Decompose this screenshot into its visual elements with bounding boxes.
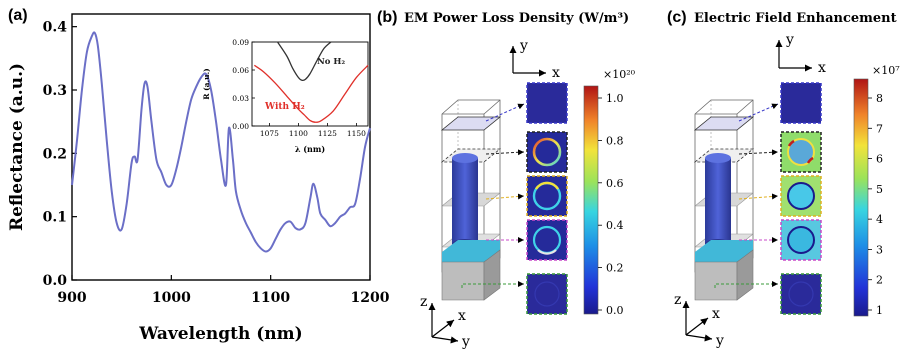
colorbar-gradient [853,78,869,317]
y-axis-letter: y [715,333,724,349]
colorbar-tick-label: 7 [876,122,883,135]
colorbar-b-ticks: 1.0 0.8 0.6 0.4 0.2 0.0 [598,92,624,317]
panel-b-title: EM Power Loss Density (W/m³) [404,11,629,26]
colorbar-tick-label: 1.0 [606,92,624,105]
nanostructure-3d-model [693,99,755,301]
colorbar-tick-label: 6 [876,153,883,166]
inset-frame [251,41,369,127]
colorbar-tick-label: 0.8 [606,134,624,147]
y-tick-label: 0.3 [43,83,67,99]
z-axis-letter: z [674,292,681,308]
z-axis-letter: z [420,294,427,310]
x-tick-label: 1200 [351,290,390,306]
field-map-slice [526,273,568,315]
plot-frame [71,13,371,281]
inset-y-tick-label: 0.09 [232,38,249,47]
panel-c: (c) Electric Field Enhancement y x [667,9,900,349]
field-map-slice [780,273,822,315]
panel-b: (b) EM Power Loss Density (W/m³) y x [377,9,636,350]
inset-x-tick-label: 1100 [289,129,308,138]
field-map-slices [780,82,822,315]
x-tick-label: 900 [57,290,86,306]
colorbar-tick-label: 2 [876,274,883,287]
y-tick-label: 0.1 [43,210,67,226]
x-axis-letter: x [552,65,560,81]
no-h2-series-line [276,41,332,82]
inset-x-tick-label: 1125 [318,129,337,138]
colorbar-gradient [583,85,599,315]
y-tick-label: 0.2 [43,146,67,162]
inset-plot: 0.00 0.03 0.06 0.09 1075 1100 1125 1150 R (a.u… [202,38,369,154]
inset-x-tick-label: 1150 [347,129,366,138]
reflectance-series-line [71,31,371,253]
y-axis-letter: y [785,32,794,48]
colorbar-tick-label: 4 [876,213,883,226]
x-tick-label: 1000 [152,290,191,306]
y-axis-letter: y [461,334,470,350]
y-axis-label: Reflectance (a.u.) [7,63,27,231]
colorbar-tick-label: 0.0 [606,304,624,317]
colorbar-c-exponent: ×10⁷ [872,64,900,77]
colorbar-tick-label: 0.2 [606,262,624,275]
slice-connectors [461,103,525,288]
colorbar-tick-label: 0.4 [606,219,624,232]
xy-axes-indicator: y x [775,32,826,76]
colorbar-c-ticks: 8 7 6 5 4 3 2 1 [868,92,883,317]
inset-y-axis: 0.00 0.03 0.06 0.09 [232,38,255,131]
inset-y-label: R (a.u.) [202,68,211,99]
colorbar-tick-label: 3 [876,243,883,256]
x-axis: 900 1000 1100 1200 [57,275,390,306]
panel-a-label: (a) [8,7,28,24]
colorbar-tick-label: 1 [876,304,883,317]
colorbar-c: 8 7 6 5 4 3 2 1 ×10⁷ [853,64,900,317]
x-axis-letter: x [818,60,826,76]
y-tick-label: 0.4 [43,20,68,36]
with-h2-label: With H₂ [264,102,305,112]
panel-c-title: Electric Field Enhancement [694,11,897,26]
x-tick-label: 1100 [251,290,290,306]
field-map-slices [526,82,568,315]
inset-y-tick-label: 0.03 [232,94,249,103]
xyz-axes-indicator: z x y [674,292,724,349]
y-axis-letter: y [519,38,528,54]
colorbar-tick-label: 5 [876,183,883,196]
panel-b-label: (b) [377,9,397,26]
no-h2-label: No H₂ [317,57,345,67]
colorbar-tick-label: 8 [876,92,883,105]
xyz-axes-indicator: z x y [420,294,470,350]
colorbar-b: 1.0 0.8 0.6 0.4 0.2 0.0 ×10²⁰ [583,68,636,317]
x-axis-label: Wavelength (nm) [138,324,302,344]
inset-y-tick-label: 0.06 [232,66,249,75]
field-map-slice [526,82,568,124]
colorbar-b-exponent: ×10²⁰ [603,68,636,81]
panel-c-label: (c) [667,9,687,26]
with-h2-series-line [253,64,369,123]
field-map-slice [780,82,822,124]
colorbar-tick-label: 0.6 [606,177,624,190]
inset-x-label: λ (nm) [295,144,325,154]
x-axis-letter: x [712,306,720,322]
x-axis-letter: x [458,308,466,324]
y-axis: 0.0 0.1 0.2 0.3 0.4 [43,20,77,289]
nanostructure-3d-model [440,99,502,301]
panel-a: (a) 0.0 0.1 0.2 0.3 0.4 900 1000 1100 1200 Refl… [7,7,390,344]
inset-y-tick-label: 0.00 [232,122,249,131]
slice-connectors [714,103,779,288]
inset-x-tick-label: 1075 [260,129,279,138]
y-tick-label: 0.0 [43,273,68,289]
inset-x-axis: 1075 1100 1125 1150 [260,123,366,138]
xy-axes-indicator: y x [509,38,560,81]
